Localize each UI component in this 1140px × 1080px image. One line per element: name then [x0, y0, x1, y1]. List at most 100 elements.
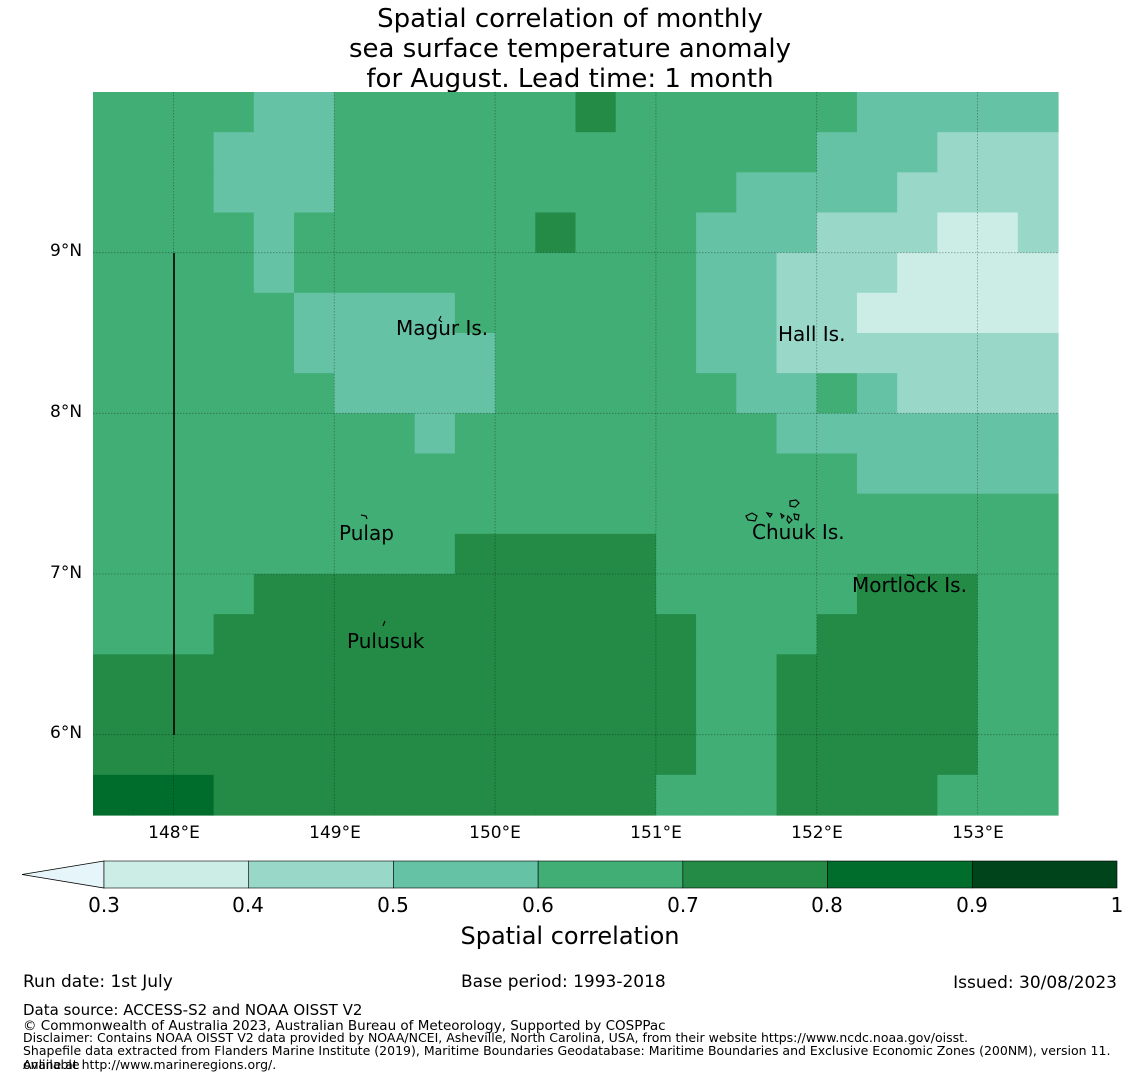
map-cell [213, 694, 255, 736]
map-cell [93, 92, 134, 133]
map-cell [615, 774, 657, 816]
colorbar-segment [537, 860, 684, 889]
map-cell [334, 333, 376, 374]
map-cell [213, 92, 255, 133]
map-cell [897, 533, 938, 575]
map-cell [655, 252, 697, 294]
map-cell [374, 373, 416, 414]
map-cell [173, 654, 215, 696]
map-cell [575, 252, 617, 294]
map-cell [213, 774, 255, 816]
map-cell [977, 614, 1019, 655]
map-cell [454, 373, 496, 414]
map-cell [575, 453, 617, 495]
map-cell [615, 533, 657, 575]
map-cell [334, 292, 376, 334]
map-cell [575, 212, 617, 254]
map-cell [253, 92, 295, 133]
map-cell [736, 574, 778, 615]
coastlines [360, 315, 915, 627]
map-cell [294, 413, 335, 455]
map-cell [414, 252, 456, 294]
map-cell [133, 574, 175, 615]
map-cell [897, 172, 938, 214]
map-cell [575, 373, 617, 414]
map-cell [334, 413, 376, 455]
map-cell [655, 694, 697, 736]
map-cell [1017, 413, 1059, 455]
map-cell [856, 252, 898, 294]
map-gridlines [93, 92, 1058, 815]
map-cell [173, 172, 215, 214]
map-cell [696, 212, 737, 254]
map-cell [615, 493, 657, 535]
colorbar-tick-0: 0.3 [88, 893, 120, 917]
map-cell [575, 533, 617, 575]
map-cell [897, 734, 938, 776]
map-cell [374, 172, 416, 214]
map-cell [414, 132, 456, 173]
map-cell [334, 774, 376, 816]
map-cell [253, 694, 295, 736]
map-cell [334, 132, 376, 173]
map-cell [454, 92, 496, 133]
map-cell [454, 132, 496, 173]
map-cell [856, 333, 898, 374]
map-cell [535, 533, 577, 575]
map-cell [133, 172, 175, 214]
map-cell [294, 614, 335, 655]
map-cell [495, 694, 536, 736]
map-cell [133, 252, 175, 294]
map-cell [334, 574, 376, 615]
map-cell [776, 252, 818, 294]
map-cell [776, 413, 818, 455]
colorbar-tick-6: 0.9 [956, 893, 988, 917]
map-cell [495, 132, 536, 173]
map-cell [575, 413, 617, 455]
map-cell [776, 292, 818, 334]
map-cell [454, 252, 496, 294]
map-cell [655, 574, 697, 615]
map-cell [937, 574, 979, 615]
map-cell [696, 453, 737, 495]
map-cell [133, 333, 175, 374]
colorbar-segment [971, 860, 1118, 889]
map-cell [1017, 92, 1059, 133]
map-cell [495, 333, 536, 374]
map-cell [615, 574, 657, 615]
map-cell [977, 252, 1019, 294]
map-cell [93, 574, 134, 615]
map-cell [856, 493, 898, 535]
map-cell [374, 654, 416, 696]
map-cell [937, 493, 979, 535]
map-cell [696, 373, 737, 414]
map-cell [213, 533, 255, 575]
map-cell [655, 453, 697, 495]
disclaimer: Disclaimer: Contains NOAA OISST V2 data … [23, 1030, 968, 1045]
map-cell [173, 453, 215, 495]
map-cell [937, 333, 979, 374]
map-cell [535, 132, 577, 173]
map-cell [816, 533, 858, 575]
map-cell [856, 694, 898, 736]
colorbar-segment [827, 860, 973, 889]
map-cell [655, 493, 697, 535]
map-cell [776, 212, 818, 254]
map-cell [213, 734, 255, 776]
map-cell [856, 533, 898, 575]
map-cell [294, 574, 335, 615]
map-cell [736, 774, 778, 816]
map-cell [253, 172, 295, 214]
map-cell [535, 252, 577, 294]
colorbar-segment [682, 860, 828, 889]
map-cell [374, 292, 416, 334]
map-cell [776, 774, 818, 816]
map-cell [1017, 774, 1059, 816]
map-cell [977, 172, 1019, 214]
map-cell [334, 92, 376, 133]
map-cell [454, 654, 496, 696]
map-cell [977, 774, 1019, 816]
map-cell [1017, 694, 1059, 736]
map-cell [535, 92, 577, 133]
map-cell [414, 574, 456, 615]
